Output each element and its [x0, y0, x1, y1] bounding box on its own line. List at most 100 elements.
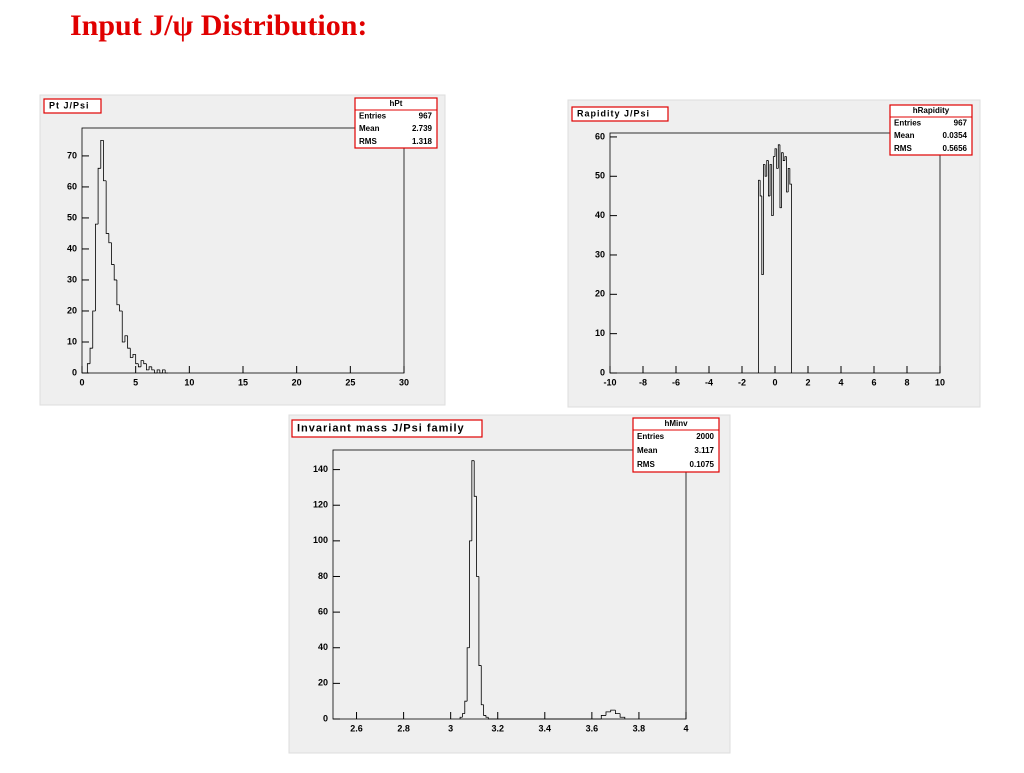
histogram-bin — [140, 360, 144, 367]
chart-title: Rapidity J/Psi — [577, 108, 650, 118]
histogram-bin — [483, 704, 486, 716]
stats-label: Mean — [894, 131, 915, 140]
title-box — [291, 419, 483, 438]
y-tick-label: 40 — [595, 210, 605, 220]
histogram-bin — [156, 369, 160, 373]
histogram-bin — [111, 242, 115, 265]
stats-value: 2000 — [696, 432, 714, 441]
histogram-bin — [771, 164, 774, 217]
x-tick-label: -2 — [738, 377, 746, 387]
y-tick-label: 30 — [595, 249, 605, 259]
histogram-bin — [615, 710, 621, 715]
x-tick-label: 20 — [292, 377, 302, 387]
histogram-bin — [154, 369, 158, 374]
y-tick-label: 60 — [595, 131, 605, 141]
histogram-bin — [764, 164, 767, 177]
stats-value: 967 — [954, 118, 968, 127]
y-tick-label: 20 — [595, 289, 605, 299]
histogram-bin — [610, 709, 616, 712]
histogram-bin — [600, 715, 606, 719]
y-tick-label: 0 — [72, 367, 77, 377]
y-tick-label: 70 — [67, 150, 77, 160]
histogram-bin — [786, 156, 789, 193]
histogram-bin — [146, 363, 150, 371]
x-tick-label: 10 — [935, 377, 945, 387]
histogram-bin — [766, 160, 769, 177]
histogram-bin — [92, 310, 96, 349]
histogram-bin — [143, 360, 147, 365]
histogram-bin — [763, 164, 766, 275]
histogram-bin — [103, 140, 107, 182]
y-tick-label: 10 — [595, 328, 605, 338]
histogram-bin — [768, 160, 771, 197]
stats-value: 2.739 — [412, 124, 433, 133]
histogram-bin — [774, 148, 777, 157]
x-tick-label: 3.8 — [633, 723, 646, 733]
stats-value: 0.5656 — [943, 144, 968, 153]
stats-name: hMinv — [664, 419, 688, 428]
stats-label: Entries — [894, 118, 922, 127]
histogram-bin — [124, 335, 128, 342]
y-tick-label: 40 — [67, 243, 77, 253]
x-tick-label: -4 — [705, 377, 713, 387]
histogram-bin — [164, 369, 168, 374]
stats-name: hRapidity — [913, 106, 950, 115]
histogram-bin — [108, 233, 112, 244]
histogram-bin — [121, 310, 125, 343]
x-tick-label: 0 — [772, 377, 777, 387]
histogram-bin — [605, 711, 611, 716]
stats-name: hPt — [390, 99, 403, 108]
x-tick-label: -8 — [639, 377, 647, 387]
x-tick-label: 25 — [345, 377, 355, 387]
histogram-bin — [485, 715, 489, 718]
histogram-bin — [781, 152, 784, 208]
stats-value: 3.117 — [694, 446, 714, 455]
histogram-bin — [469, 540, 472, 648]
histogram-bin — [487, 717, 602, 720]
stats-box — [632, 417, 720, 473]
x-tick-label: 0 — [79, 377, 84, 387]
histogram-bin — [772, 156, 775, 216]
x-tick-label: 3.2 — [491, 723, 504, 733]
histogram-bin — [137, 363, 142, 368]
y-tick-label: 60 — [318, 606, 328, 616]
histogram-bin — [97, 167, 101, 225]
y-tick-label: 80 — [318, 571, 328, 581]
histogram-bin — [95, 223, 99, 311]
x-tick-label: 3.6 — [586, 723, 599, 733]
histogram-bin — [100, 140, 104, 169]
histogram-bin — [89, 347, 93, 364]
histogram-bin — [473, 460, 477, 497]
y-tick-label: 20 — [318, 678, 328, 688]
histogram-bin — [761, 195, 764, 276]
stats-value: 0.1075 — [690, 460, 715, 469]
title-box — [571, 106, 669, 122]
x-tick-label: 8 — [904, 377, 909, 387]
y-tick-label: 40 — [318, 642, 328, 652]
y-tick-label: 50 — [67, 212, 77, 222]
stats-box — [354, 97, 438, 149]
stats-value: 967 — [419, 111, 433, 120]
stats-label: Entries — [359, 111, 387, 120]
y-tick-label: 60 — [67, 181, 77, 191]
stats-label: RMS — [637, 460, 655, 469]
y-tick-label: 120 — [313, 500, 328, 510]
histogram-bin — [162, 369, 166, 373]
x-tick-label: 2.6 — [350, 723, 363, 733]
histogram-bin — [789, 168, 792, 373]
histogram-bin — [159, 369, 163, 374]
chart-title: Pt J/Psi — [49, 100, 90, 110]
histogram-bin — [113, 264, 117, 281]
histogram-bin — [116, 279, 120, 306]
histogram-bin — [119, 304, 123, 312]
y-tick-label: 30 — [67, 274, 77, 284]
x-tick-label: 10 — [184, 377, 194, 387]
histogram-bin — [127, 335, 131, 349]
histogram-bin — [151, 366, 155, 371]
histogram-bin — [759, 180, 762, 197]
histogram-bin — [129, 348, 133, 358]
histogram-bin — [769, 164, 772, 196]
histogram-bin — [787, 168, 790, 193]
x-tick-label: 5 — [133, 377, 138, 387]
y-tick-label: 0 — [600, 367, 605, 377]
